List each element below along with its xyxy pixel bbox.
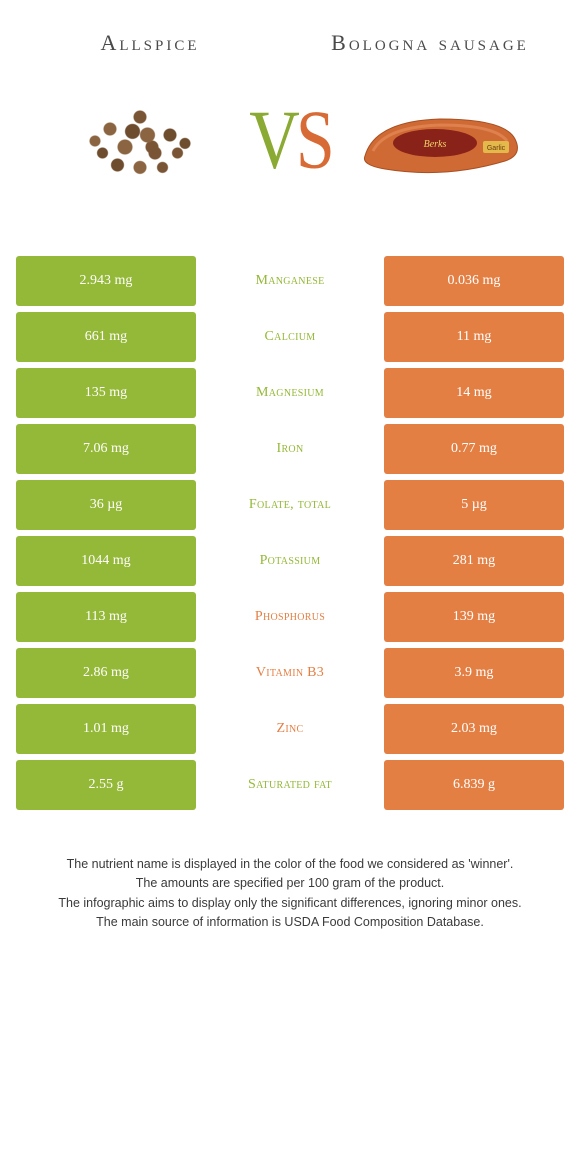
footer-line: The infographic aims to display only the… [28, 894, 552, 913]
nutrient-label: Iron [196, 424, 384, 474]
left-value: 113 mg [16, 592, 196, 642]
left-value: 2.55 g [16, 760, 196, 810]
footer-notes: The nutrient name is displayed in the co… [10, 855, 570, 933]
left-value: 1.01 mg [16, 704, 196, 754]
table-row: 2.55 gSaturated fat6.839 g [16, 760, 564, 810]
nutrient-label: Zinc [196, 704, 384, 754]
comparison-infographic: Allspice Bologna sausage VS Berks Garlic… [0, 0, 580, 963]
nutrient-label: Folate, total [196, 480, 384, 530]
table-row: 135 mgMagnesium14 mg [16, 368, 564, 418]
right-value: 139 mg [384, 592, 564, 642]
left-value: 2.86 mg [16, 648, 196, 698]
sausage-icon: Berks Garlic [355, 101, 525, 181]
table-row: 1.01 mgZinc2.03 mg [16, 704, 564, 754]
footer-line: The nutrient name is displayed in the co… [28, 855, 552, 874]
left-food-image [30, 81, 249, 201]
right-food-image: Berks Garlic [331, 101, 550, 181]
table-row: 113 mgPhosphorus139 mg [16, 592, 564, 642]
nutrient-label: Vitamin B3 [196, 648, 384, 698]
nutrient-label: Magnesium [196, 368, 384, 418]
right-value: 11 mg [384, 312, 564, 362]
left-value: 661 mg [16, 312, 196, 362]
right-value: 2.03 mg [384, 704, 564, 754]
left-value: 2.943 mg [16, 256, 196, 306]
vs-s: S [296, 94, 331, 186]
left-value: 36 µg [16, 480, 196, 530]
svg-text:Garlic: Garlic [487, 145, 506, 152]
right-value: 14 mg [384, 368, 564, 418]
table-row: 36 µgFolate, total5 µg [16, 480, 564, 530]
nutrient-label: Potassium [196, 536, 384, 586]
table-row: 2.943 mgManganese0.036 mg [16, 256, 564, 306]
right-value: 6.839 g [384, 760, 564, 810]
allspice-icon [65, 81, 215, 201]
right-value: 3.9 mg [384, 648, 564, 698]
left-food-title: Allspice [10, 30, 290, 56]
table-row: 1044 mgPotassium281 mg [16, 536, 564, 586]
right-value: 5 µg [384, 480, 564, 530]
right-food-title: Bologna sausage [290, 30, 570, 56]
nutrient-label: Calcium [196, 312, 384, 362]
vs-v: V [249, 94, 296, 186]
table-row: 7.06 mgIron0.77 mg [16, 424, 564, 474]
nutrient-label: Manganese [196, 256, 384, 306]
left-value: 135 mg [16, 368, 196, 418]
svg-text:Berks: Berks [424, 139, 447, 150]
nutrient-label: Phosphorus [196, 592, 384, 642]
nutrient-table: 2.943 mgManganese0.036 mg661 mgCalcium11… [16, 256, 564, 810]
right-value: 0.036 mg [384, 256, 564, 306]
images-row: VS Berks Garlic [10, 66, 570, 256]
titles-row: Allspice Bologna sausage [10, 10, 570, 66]
footer-line: The main source of information is USDA F… [28, 913, 552, 932]
nutrient-label: Saturated fat [196, 760, 384, 810]
left-value: 1044 mg [16, 536, 196, 586]
left-value: 7.06 mg [16, 424, 196, 474]
table-row: 2.86 mgVitamin B33.9 mg [16, 648, 564, 698]
footer-line: The amounts are specified per 100 gram o… [28, 874, 552, 893]
table-row: 661 mgCalcium11 mg [16, 312, 564, 362]
right-value: 0.77 mg [384, 424, 564, 474]
right-value: 281 mg [384, 536, 564, 586]
vs-label: VS [249, 93, 331, 189]
